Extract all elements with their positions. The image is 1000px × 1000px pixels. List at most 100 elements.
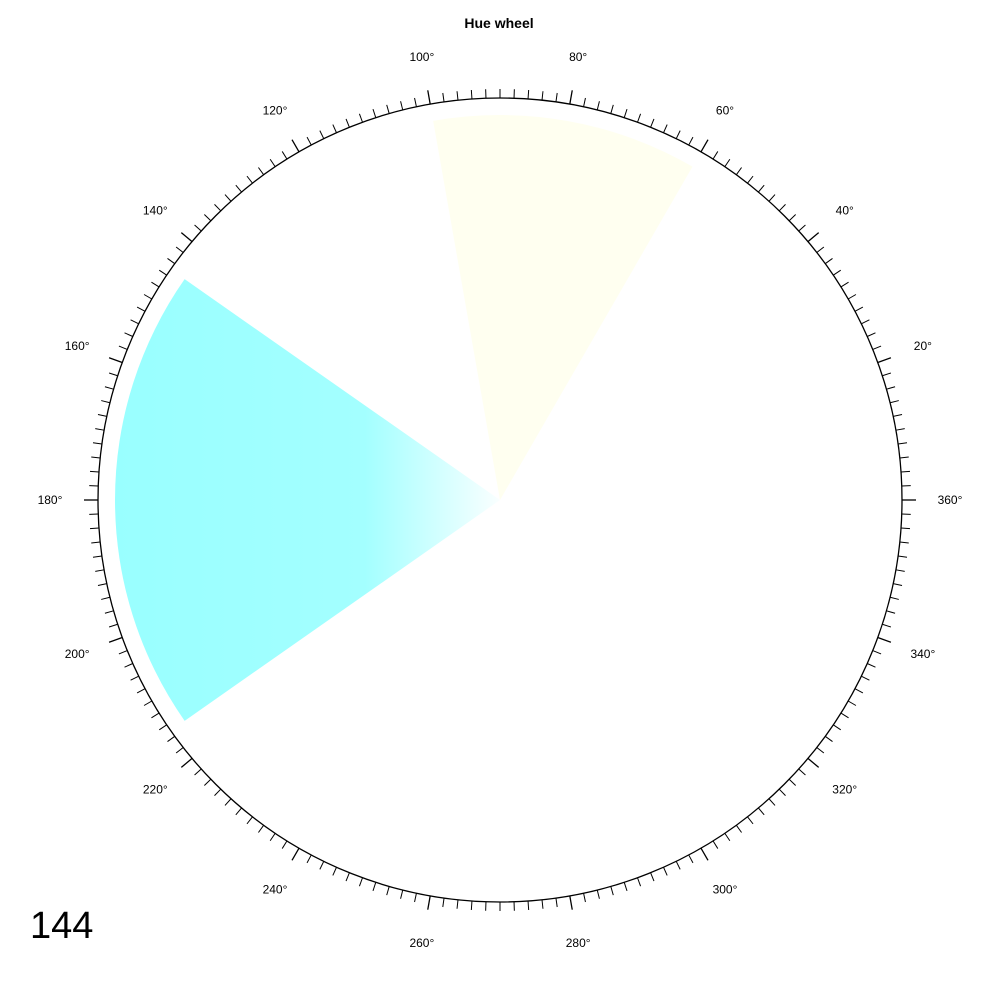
minor-tick xyxy=(118,650,128,655)
hue-wedge-1 xyxy=(433,115,693,500)
minor-tick xyxy=(889,596,899,600)
major-tick xyxy=(877,636,892,643)
minor-tick xyxy=(204,214,212,222)
minor-tick xyxy=(456,899,459,909)
minor-tick xyxy=(258,824,265,833)
minor-tick xyxy=(688,854,694,864)
major-tick xyxy=(291,139,300,153)
angle-label: 140° xyxy=(143,204,168,218)
minor-tick xyxy=(345,118,350,128)
minor-tick xyxy=(867,332,876,337)
minor-tick xyxy=(136,688,146,694)
minor-tick xyxy=(101,596,111,600)
major-tick xyxy=(877,357,892,364)
minor-tick xyxy=(358,113,363,123)
minor-tick xyxy=(675,130,681,139)
minor-tick xyxy=(798,224,806,232)
minor-tick xyxy=(246,816,253,825)
minor-tick xyxy=(118,345,128,350)
minor-tick xyxy=(596,889,600,899)
minor-tick xyxy=(97,583,107,586)
minor-tick xyxy=(527,89,530,100)
minor-tick xyxy=(840,281,849,288)
minor-tick xyxy=(758,184,765,193)
angle-labels: 20° 40° 60° 80° 100° 120° 140° 160° 180° 200° 220°… xyxy=(38,50,963,950)
major-tick xyxy=(108,357,123,364)
minor-tick xyxy=(747,816,754,825)
minor-tick xyxy=(832,269,842,276)
minor-tick xyxy=(541,91,544,101)
minor-tick xyxy=(130,675,139,681)
minor-tick xyxy=(798,768,806,776)
minor-tick xyxy=(470,89,473,100)
hue-wedges xyxy=(114,115,693,721)
minor-tick xyxy=(899,456,909,459)
major-tick xyxy=(180,232,193,243)
major-tick xyxy=(427,895,431,910)
minor-tick xyxy=(204,778,212,786)
minor-tick xyxy=(735,824,742,833)
angle-label: 180° xyxy=(38,493,63,507)
minor-tick xyxy=(527,900,530,911)
minor-tick xyxy=(319,861,325,870)
angle-label: 100° xyxy=(409,50,434,64)
minor-tick xyxy=(400,889,404,899)
minor-tick xyxy=(97,414,107,417)
minor-tick xyxy=(675,861,681,870)
minor-tick xyxy=(824,735,833,742)
angle-label: 240° xyxy=(263,883,288,897)
minor-tick xyxy=(824,258,833,265)
minor-tick xyxy=(442,92,445,102)
minor-tick xyxy=(610,886,614,896)
minor-tick xyxy=(861,675,870,681)
angle-label: 60° xyxy=(716,103,734,117)
minor-tick xyxy=(124,332,133,337)
minor-tick xyxy=(889,400,899,404)
minor-tick xyxy=(816,747,825,754)
minor-tick xyxy=(650,872,655,882)
angle-ticks xyxy=(84,89,916,911)
minor-tick xyxy=(442,898,445,908)
minor-tick xyxy=(596,101,600,111)
minor-tick xyxy=(89,527,100,530)
corner-number: 144 xyxy=(30,905,94,947)
minor-tick xyxy=(768,194,776,202)
minor-tick xyxy=(747,175,754,184)
chart-title: Hue wheel xyxy=(464,15,533,31)
minor-tick xyxy=(104,610,114,614)
minor-tick xyxy=(778,788,786,796)
angle-label: 220° xyxy=(143,782,168,796)
major-tick xyxy=(427,90,431,105)
minor-tick xyxy=(724,158,731,168)
minor-tick xyxy=(788,778,796,786)
minor-tick xyxy=(555,92,558,102)
minor-tick xyxy=(541,899,544,909)
angle-label: 320° xyxy=(832,782,857,796)
angle-label: 80° xyxy=(569,50,587,64)
minor-tick xyxy=(872,650,882,655)
minor-tick xyxy=(895,569,905,572)
major-tick xyxy=(108,636,123,643)
minor-tick xyxy=(101,400,111,404)
minor-tick xyxy=(583,97,586,107)
minor-tick xyxy=(882,372,892,377)
minor-tick xyxy=(332,867,337,876)
minor-tick xyxy=(306,136,312,146)
minor-tick xyxy=(724,832,731,842)
minor-tick xyxy=(899,541,909,544)
minor-tick xyxy=(758,807,765,816)
minor-tick xyxy=(712,151,719,160)
minor-tick xyxy=(319,130,325,139)
minor-tick xyxy=(269,158,276,168)
angle-label: 360° xyxy=(938,493,963,507)
minor-tick xyxy=(167,258,176,265)
minor-tick xyxy=(882,623,892,628)
minor-tick xyxy=(788,214,796,222)
minor-tick xyxy=(735,167,742,176)
minor-tick xyxy=(332,124,337,133)
minor-tick xyxy=(91,456,101,459)
minor-tick xyxy=(872,345,882,350)
minor-tick xyxy=(414,893,417,903)
minor-tick xyxy=(108,372,118,377)
